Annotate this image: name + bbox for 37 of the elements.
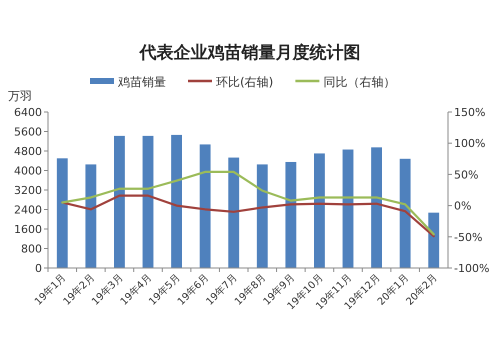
bar [200,144,211,268]
y-tick-label: 3200 [14,184,42,197]
bar [85,164,96,268]
bar [256,164,268,268]
bar [400,158,411,268]
y-tick-label: 4800 [14,145,42,158]
y-tick-label: 1600 [14,223,42,236]
bar [342,150,354,268]
bar [428,212,440,268]
y2-tick-label: 0% [454,200,472,213]
y2-tick-label: 100% [454,137,486,150]
chart-title: 代表企业鸡苗销量月度统计图 [138,43,360,63]
y2-tick-label: -50% [454,230,482,244]
y2-tick-label: 150% [454,106,486,119]
legend-同比（右轴）: 同比（右轴） [295,75,396,89]
y-tick-label: 2400 [14,204,42,216]
legend-label: 鸡苗销量 [117,75,166,89]
bar [114,136,125,268]
y-axis-title: 万羽 [8,89,32,103]
bar [314,153,325,268]
legend-鸡苗销量: 鸡苗销量 [90,75,166,89]
y-tick-label: 4000 [14,164,42,178]
legend-label: 环比(右轴) [216,75,274,89]
bar [228,158,240,268]
bar [142,136,154,268]
bar [56,158,68,268]
bar [371,147,382,268]
legend-环比(右轴): 环比(右轴) [188,75,274,89]
bar [171,134,182,268]
y2-tick-label: 50% [454,168,478,182]
y-tick-label: 6400 [14,106,42,119]
y-tick-label: 0 [35,262,42,275]
y-tick-label: 800 [21,242,42,256]
bar [285,162,296,268]
legend-label: 同比（右轴） [323,75,396,89]
y-tick-label: 5600 [14,126,42,138]
y2-tick-label: -100% [454,262,490,275]
